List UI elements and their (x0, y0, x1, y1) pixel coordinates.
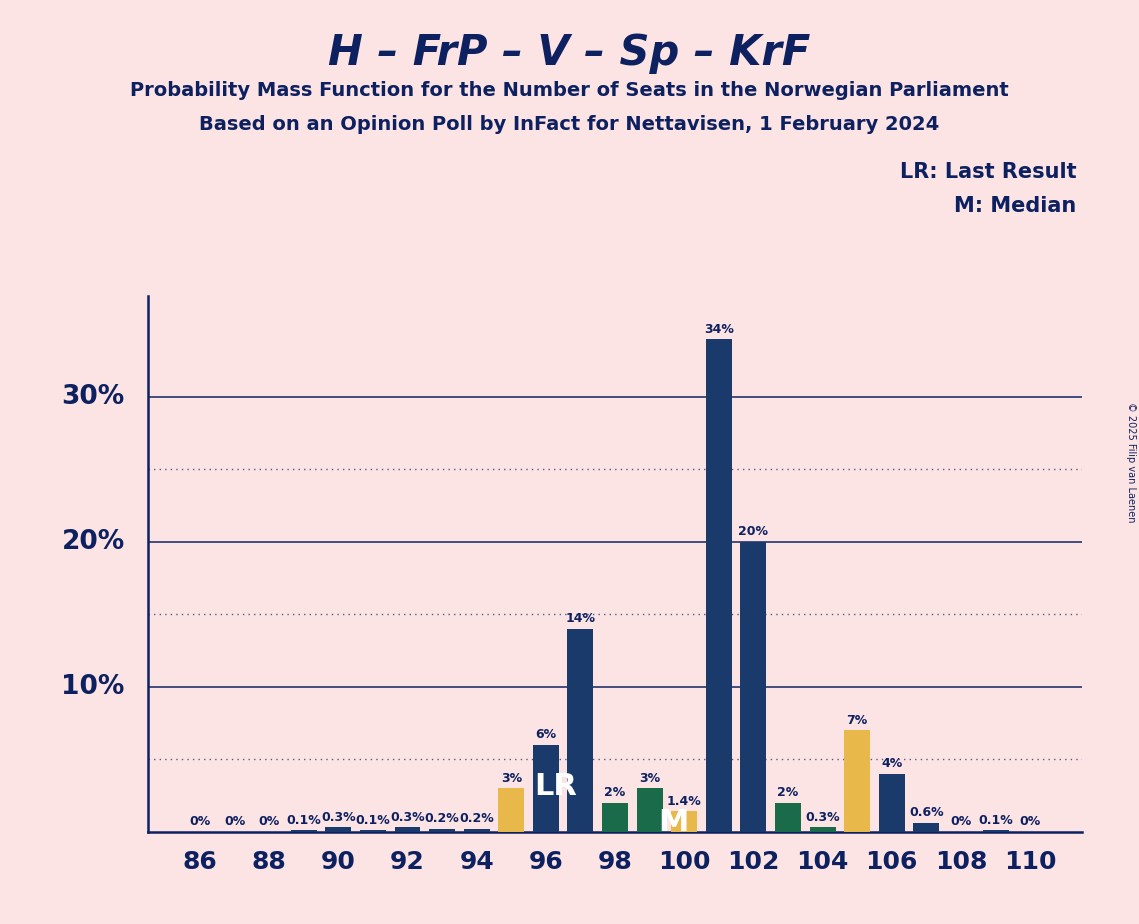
Text: 6%: 6% (535, 728, 557, 741)
Bar (429, 829, 456, 832)
Text: 7%: 7% (846, 713, 868, 726)
Text: Based on an Opinion Poll by InFact for Nettavisen, 1 February 2024: Based on an Opinion Poll by InFact for N… (199, 115, 940, 134)
Text: 0.6%: 0.6% (909, 807, 944, 820)
Bar (810, 827, 836, 832)
Bar (671, 811, 697, 832)
Text: Probability Mass Function for the Number of Seats in the Norwegian Parliament: Probability Mass Function for the Number… (130, 81, 1009, 101)
Text: 0.1%: 0.1% (355, 813, 391, 827)
Bar (464, 829, 490, 832)
Text: 14%: 14% (565, 613, 596, 626)
Bar (394, 827, 420, 832)
Text: 0.2%: 0.2% (459, 812, 494, 825)
Bar (499, 788, 524, 832)
Bar (913, 823, 940, 832)
Bar (706, 339, 732, 832)
Text: 0%: 0% (189, 815, 211, 828)
Text: 4%: 4% (882, 757, 902, 770)
Text: 0%: 0% (224, 815, 245, 828)
Text: 10%: 10% (62, 674, 124, 699)
Bar (533, 745, 559, 832)
Text: 34%: 34% (704, 322, 734, 335)
Text: 2%: 2% (605, 786, 625, 799)
Bar (844, 730, 870, 832)
Text: 3%: 3% (501, 772, 522, 784)
Text: 1.4%: 1.4% (666, 795, 702, 808)
Text: 0.3%: 0.3% (321, 810, 355, 823)
Text: 20%: 20% (738, 525, 769, 539)
Text: 0.2%: 0.2% (425, 812, 459, 825)
Text: M: Median: M: Median (954, 196, 1076, 216)
Bar (983, 830, 1008, 832)
Text: 0.1%: 0.1% (978, 813, 1013, 827)
Text: 2%: 2% (778, 786, 798, 799)
Bar (567, 629, 593, 832)
Text: 0%: 0% (950, 815, 972, 828)
Bar (290, 830, 317, 832)
Text: 30%: 30% (62, 384, 124, 410)
Text: © 2025 Filip van Laenen: © 2025 Filip van Laenen (1125, 402, 1136, 522)
Text: 0%: 0% (1019, 815, 1041, 828)
Text: 20%: 20% (62, 529, 124, 555)
Text: 0.3%: 0.3% (391, 810, 425, 823)
Text: 0.1%: 0.1% (286, 813, 321, 827)
Text: M: M (658, 808, 689, 836)
Bar (360, 830, 386, 832)
Text: H – FrP – V – Sp – KrF: H – FrP – V – Sp – KrF (328, 32, 811, 74)
Text: LR: Last Result: LR: Last Result (900, 162, 1076, 182)
Bar (603, 803, 628, 832)
Bar (740, 541, 767, 832)
Bar (879, 773, 904, 832)
Text: 3%: 3% (639, 772, 661, 784)
Text: 0%: 0% (259, 815, 280, 828)
Bar (775, 803, 801, 832)
Bar (326, 827, 351, 832)
Text: 0.3%: 0.3% (805, 810, 839, 823)
Text: LR: LR (534, 772, 577, 801)
Bar (637, 788, 663, 832)
